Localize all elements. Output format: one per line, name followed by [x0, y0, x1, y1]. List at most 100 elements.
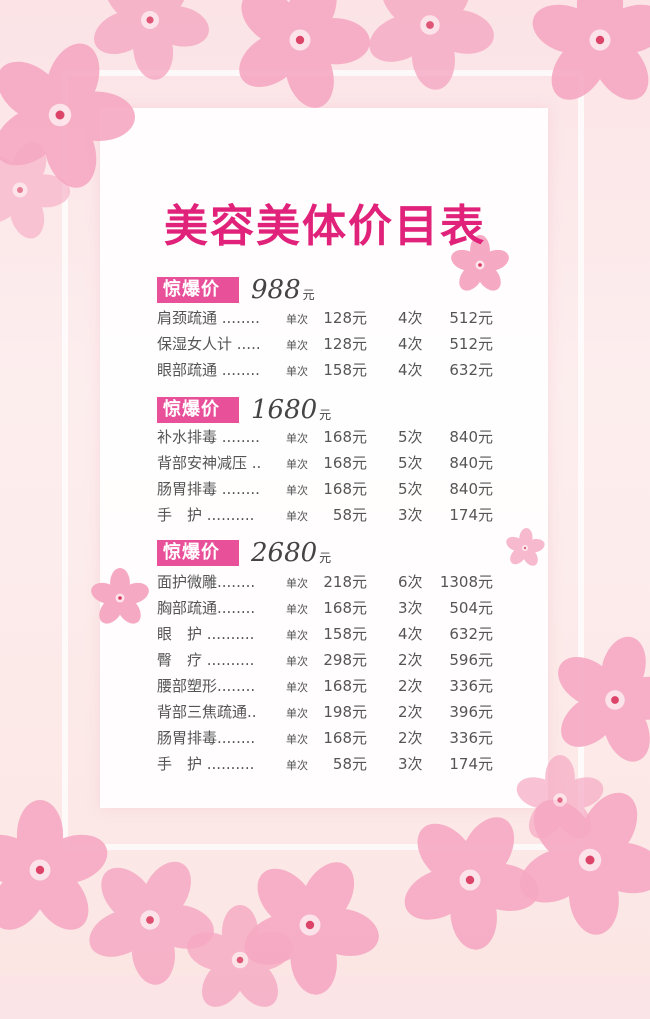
- single-price: 128元: [323, 335, 367, 353]
- single-label: 单次: [286, 365, 308, 378]
- service-name: 补水排毒 ........: [157, 428, 260, 446]
- single-label: 单次: [286, 655, 308, 668]
- service-name: 手 护 ..........: [157, 755, 255, 773]
- session-count: 4次: [398, 309, 423, 327]
- service-name: 背部安神减压 ..: [157, 454, 262, 472]
- single-price: 158元: [323, 361, 367, 379]
- single-price: 58元: [332, 506, 367, 524]
- total-price: 512元: [449, 309, 493, 327]
- total-price: 596元: [449, 651, 493, 669]
- total-price: 336元: [449, 677, 493, 695]
- flower-icon: [450, 235, 510, 299]
- session-count: 3次: [398, 755, 423, 773]
- session-count: 5次: [398, 480, 423, 498]
- price-row: 眼部疏通 ........ 单次 158元 4次 632元: [157, 359, 497, 383]
- promo-badge: 惊爆价: [157, 277, 239, 303]
- price-unit: 元: [319, 407, 332, 422]
- session-count: 4次: [398, 361, 423, 379]
- service-name: 手 护 ..........: [157, 506, 255, 524]
- session-count: 2次: [398, 677, 423, 695]
- single-label: 单次: [286, 759, 308, 772]
- session-count: 3次: [398, 599, 423, 617]
- total-price: 840元: [449, 428, 493, 446]
- single-label: 单次: [286, 629, 308, 642]
- total-price: 336元: [449, 729, 493, 747]
- price-row: 肠胃排毒........ 单次 168元 2次 336元: [157, 727, 497, 751]
- single-label: 单次: [286, 681, 308, 694]
- single-label: 单次: [286, 484, 308, 497]
- single-price: 128元: [323, 309, 367, 327]
- flower-icon: [85, 855, 215, 989]
- total-price: 632元: [449, 361, 493, 379]
- price-unit: 元: [319, 550, 332, 565]
- single-price: 198元: [323, 703, 367, 721]
- flower-icon: [0, 800, 110, 944]
- price-row: 肠胃排毒 ........ 单次 168元 5次 840元: [157, 478, 497, 502]
- flower-icon: [515, 755, 605, 849]
- price-row: 补水排毒 ........ 单次 168元 5次 840元: [157, 426, 497, 450]
- flower-icon: [90, 568, 150, 632]
- single-price: 168元: [323, 599, 367, 617]
- total-price: 840元: [449, 454, 493, 472]
- price-row: 眼 护 .......... 单次 158元 4次 632元: [157, 623, 497, 647]
- total-price: 396元: [449, 703, 493, 721]
- single-label: 单次: [286, 510, 308, 523]
- package-price: 988: [251, 275, 301, 305]
- single-label: 单次: [286, 313, 308, 326]
- session-count: 2次: [398, 729, 423, 747]
- session-count: 5次: [398, 454, 423, 472]
- service-name: 肠胃排毒........: [157, 729, 256, 747]
- single-price: 298元: [323, 651, 367, 669]
- single-label: 单次: [286, 339, 308, 352]
- session-count: 4次: [398, 625, 423, 643]
- flower-icon: [185, 905, 295, 1019]
- service-name: 面护微雕........: [157, 573, 256, 591]
- flower-icon: [90, 0, 210, 84]
- section-header: 惊爆价 2680 元: [157, 538, 332, 568]
- service-name: 肩颈疏通 ........: [157, 309, 260, 327]
- total-price: 840元: [449, 480, 493, 498]
- flower-icon: [505, 528, 545, 572]
- total-price: 174元: [449, 506, 493, 524]
- service-name: 眼部疏通 ........: [157, 361, 260, 379]
- single-label: 单次: [286, 458, 308, 471]
- flower-icon: [400, 810, 540, 954]
- single-price: 158元: [323, 625, 367, 643]
- menu-panel: [100, 108, 548, 808]
- promo-badge: 惊爆价: [157, 397, 239, 423]
- service-name: 肠胃排毒 ........: [157, 480, 260, 498]
- session-count: 5次: [398, 428, 423, 446]
- section-header: 惊爆价 988 元: [157, 275, 315, 305]
- page-title: 美容美体价目表: [164, 201, 486, 252]
- total-price: 1308元: [439, 573, 493, 591]
- service-name: 腰部塑形........: [157, 677, 256, 695]
- service-name: 背部三焦疏通..: [157, 703, 257, 721]
- price-row: 面护微雕........ 单次 218元 6次 1308元: [157, 571, 497, 595]
- session-count: 2次: [398, 651, 423, 669]
- single-label: 单次: [286, 707, 308, 720]
- service-name: 胸部疏通........: [157, 599, 256, 617]
- price-row: 手 护 .......... 单次 58元 3次 174元: [157, 504, 497, 528]
- flower-icon: [550, 635, 650, 769]
- single-price: 168元: [323, 729, 367, 747]
- total-price: 174元: [449, 755, 493, 773]
- flower-icon: [530, 0, 650, 114]
- package-price: 2680: [251, 538, 318, 568]
- flower-icon: [0, 140, 70, 244]
- session-count: 3次: [398, 506, 423, 524]
- price-row: 臀 疗 .......... 单次 298元 2次 596元: [157, 649, 497, 673]
- flower-icon: [365, 0, 495, 94]
- single-price: 58元: [332, 755, 367, 773]
- single-price: 168元: [323, 428, 367, 446]
- session-count: 6次: [398, 573, 423, 591]
- total-price: 504元: [449, 599, 493, 617]
- single-label: 单次: [286, 733, 308, 746]
- single-label: 单次: [286, 432, 308, 445]
- single-price: 168元: [323, 454, 367, 472]
- single-price: 168元: [323, 677, 367, 695]
- section-header: 惊爆价 1680 元: [157, 395, 332, 425]
- price-row: 手 护 .......... 单次 58元 3次 174元: [157, 753, 497, 777]
- price-row: 背部三焦疏通.. 单次 198元 2次 396元: [157, 701, 497, 725]
- price-row: 腰部塑形........ 单次 168元 2次 336元: [157, 675, 497, 699]
- flower-icon: [230, 0, 370, 114]
